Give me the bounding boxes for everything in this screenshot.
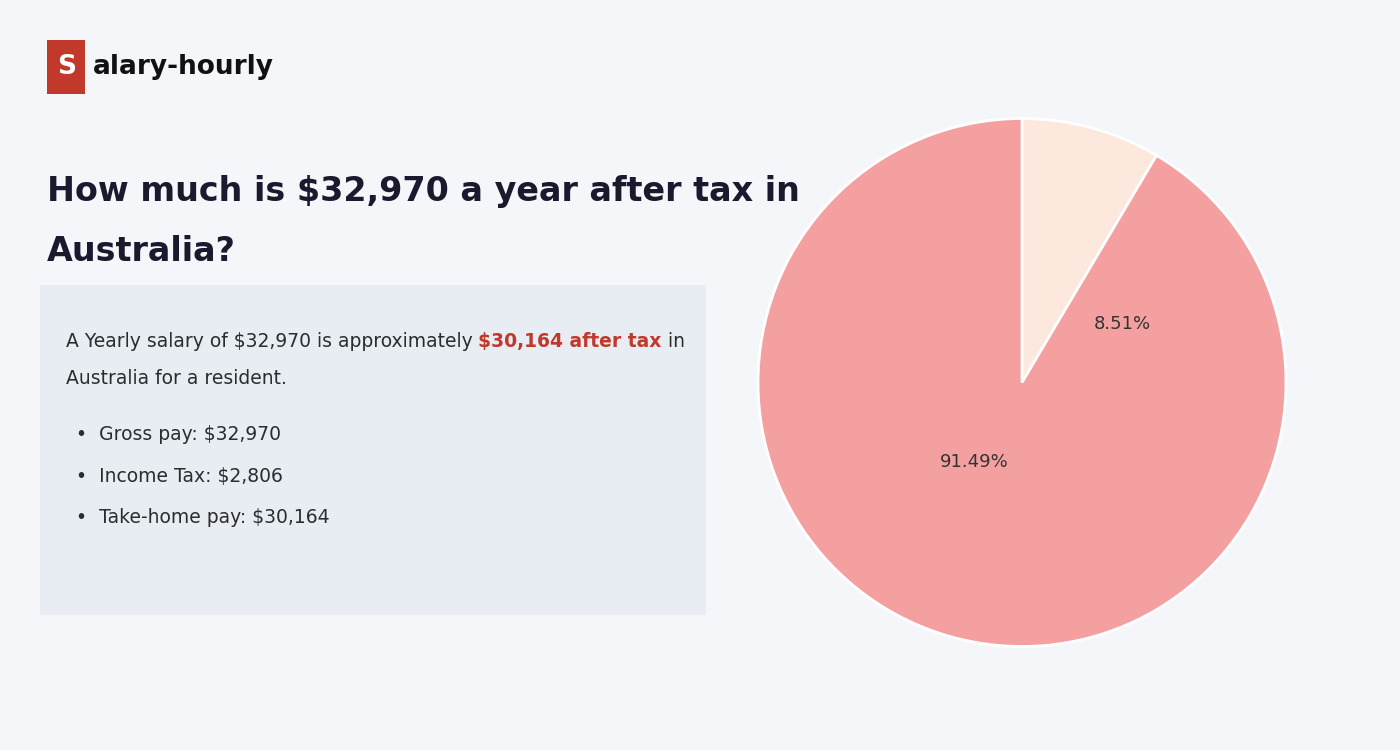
Text: 8.51%: 8.51% <box>1093 316 1151 334</box>
Text: Australia for a resident.: Australia for a resident. <box>66 369 287 388</box>
Text: $30,164 after tax: $30,164 after tax <box>479 332 662 351</box>
Text: •  Income Tax: $2,806: • Income Tax: $2,806 <box>77 466 283 486</box>
Wedge shape <box>757 118 1287 646</box>
FancyBboxPatch shape <box>41 285 706 615</box>
Wedge shape <box>1022 118 1156 382</box>
Text: in: in <box>662 332 685 351</box>
Text: Australia?: Australia? <box>48 235 237 268</box>
Text: A Yearly salary of $32,970 is approximately: A Yearly salary of $32,970 is approximat… <box>66 332 479 351</box>
FancyBboxPatch shape <box>48 40 85 94</box>
Text: How much is $32,970 a year after tax in: How much is $32,970 a year after tax in <box>48 175 801 208</box>
Text: alary-hourly: alary-hourly <box>92 54 273 80</box>
Text: •  Gross pay: $32,970: • Gross pay: $32,970 <box>77 425 281 445</box>
Text: •  Take-home pay: $30,164: • Take-home pay: $30,164 <box>77 508 330 527</box>
Text: S: S <box>57 54 76 80</box>
Text: 91.49%: 91.49% <box>941 453 1009 471</box>
